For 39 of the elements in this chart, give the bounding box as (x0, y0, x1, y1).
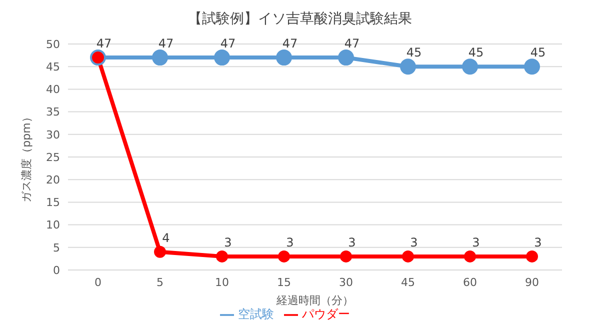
x-axis-title: 経過時間（分） (276, 294, 354, 307)
data-label: 45 (468, 46, 484, 60)
data-label: 3 (224, 235, 232, 250)
x-tick-label: 10 (215, 276, 229, 289)
y-tick-label: 45 (46, 60, 60, 74)
data-label: 4 (162, 230, 170, 245)
data-label: 3 (472, 235, 480, 250)
y-tick-label: 35 (46, 106, 60, 119)
data-label: 47 (96, 36, 112, 51)
data-label: 47 (344, 36, 360, 51)
x-tick-label: 60 (463, 276, 477, 289)
data-label: 3 (534, 235, 542, 250)
y-tick-label: 0 (53, 264, 60, 277)
y-tick-label: 50 (46, 38, 60, 51)
legend-label: パウダー (302, 307, 350, 321)
data-label: 47 (220, 36, 236, 51)
y-tick-label: 15 (46, 196, 60, 210)
data-label: 45 (406, 46, 422, 60)
y-axis-title: ガス濃度（ppm） (20, 112, 33, 202)
data-label: 45 (530, 46, 546, 60)
x-tick-label: 45 (401, 276, 415, 289)
legend-label: 空試験 (238, 307, 274, 321)
y-tick-label: 40 (46, 83, 60, 96)
x-tick-label: 90 (525, 276, 539, 289)
data-label: 47 (158, 36, 174, 51)
data-label: 3 (286, 235, 294, 250)
data-label: 3 (348, 235, 356, 250)
y-tick-label: 5 (53, 241, 60, 254)
y-tick-label: 20 (46, 174, 60, 187)
x-tick-label: 15 (277, 276, 291, 289)
y-tick-label: 10 (46, 218, 60, 232)
x-tick-label: 5 (156, 276, 164, 289)
data-label: 47 (282, 36, 298, 51)
y-tick-label: 25 (46, 150, 60, 164)
data-label: 3 (410, 235, 418, 250)
chart-title: 【試験例】イソ吉草酸消臭試験結果 (187, 10, 413, 29)
y-tick-label: 30 (46, 128, 60, 142)
x-tick-label: 0 (94, 276, 102, 289)
x-tick-label: 30 (339, 276, 353, 289)
